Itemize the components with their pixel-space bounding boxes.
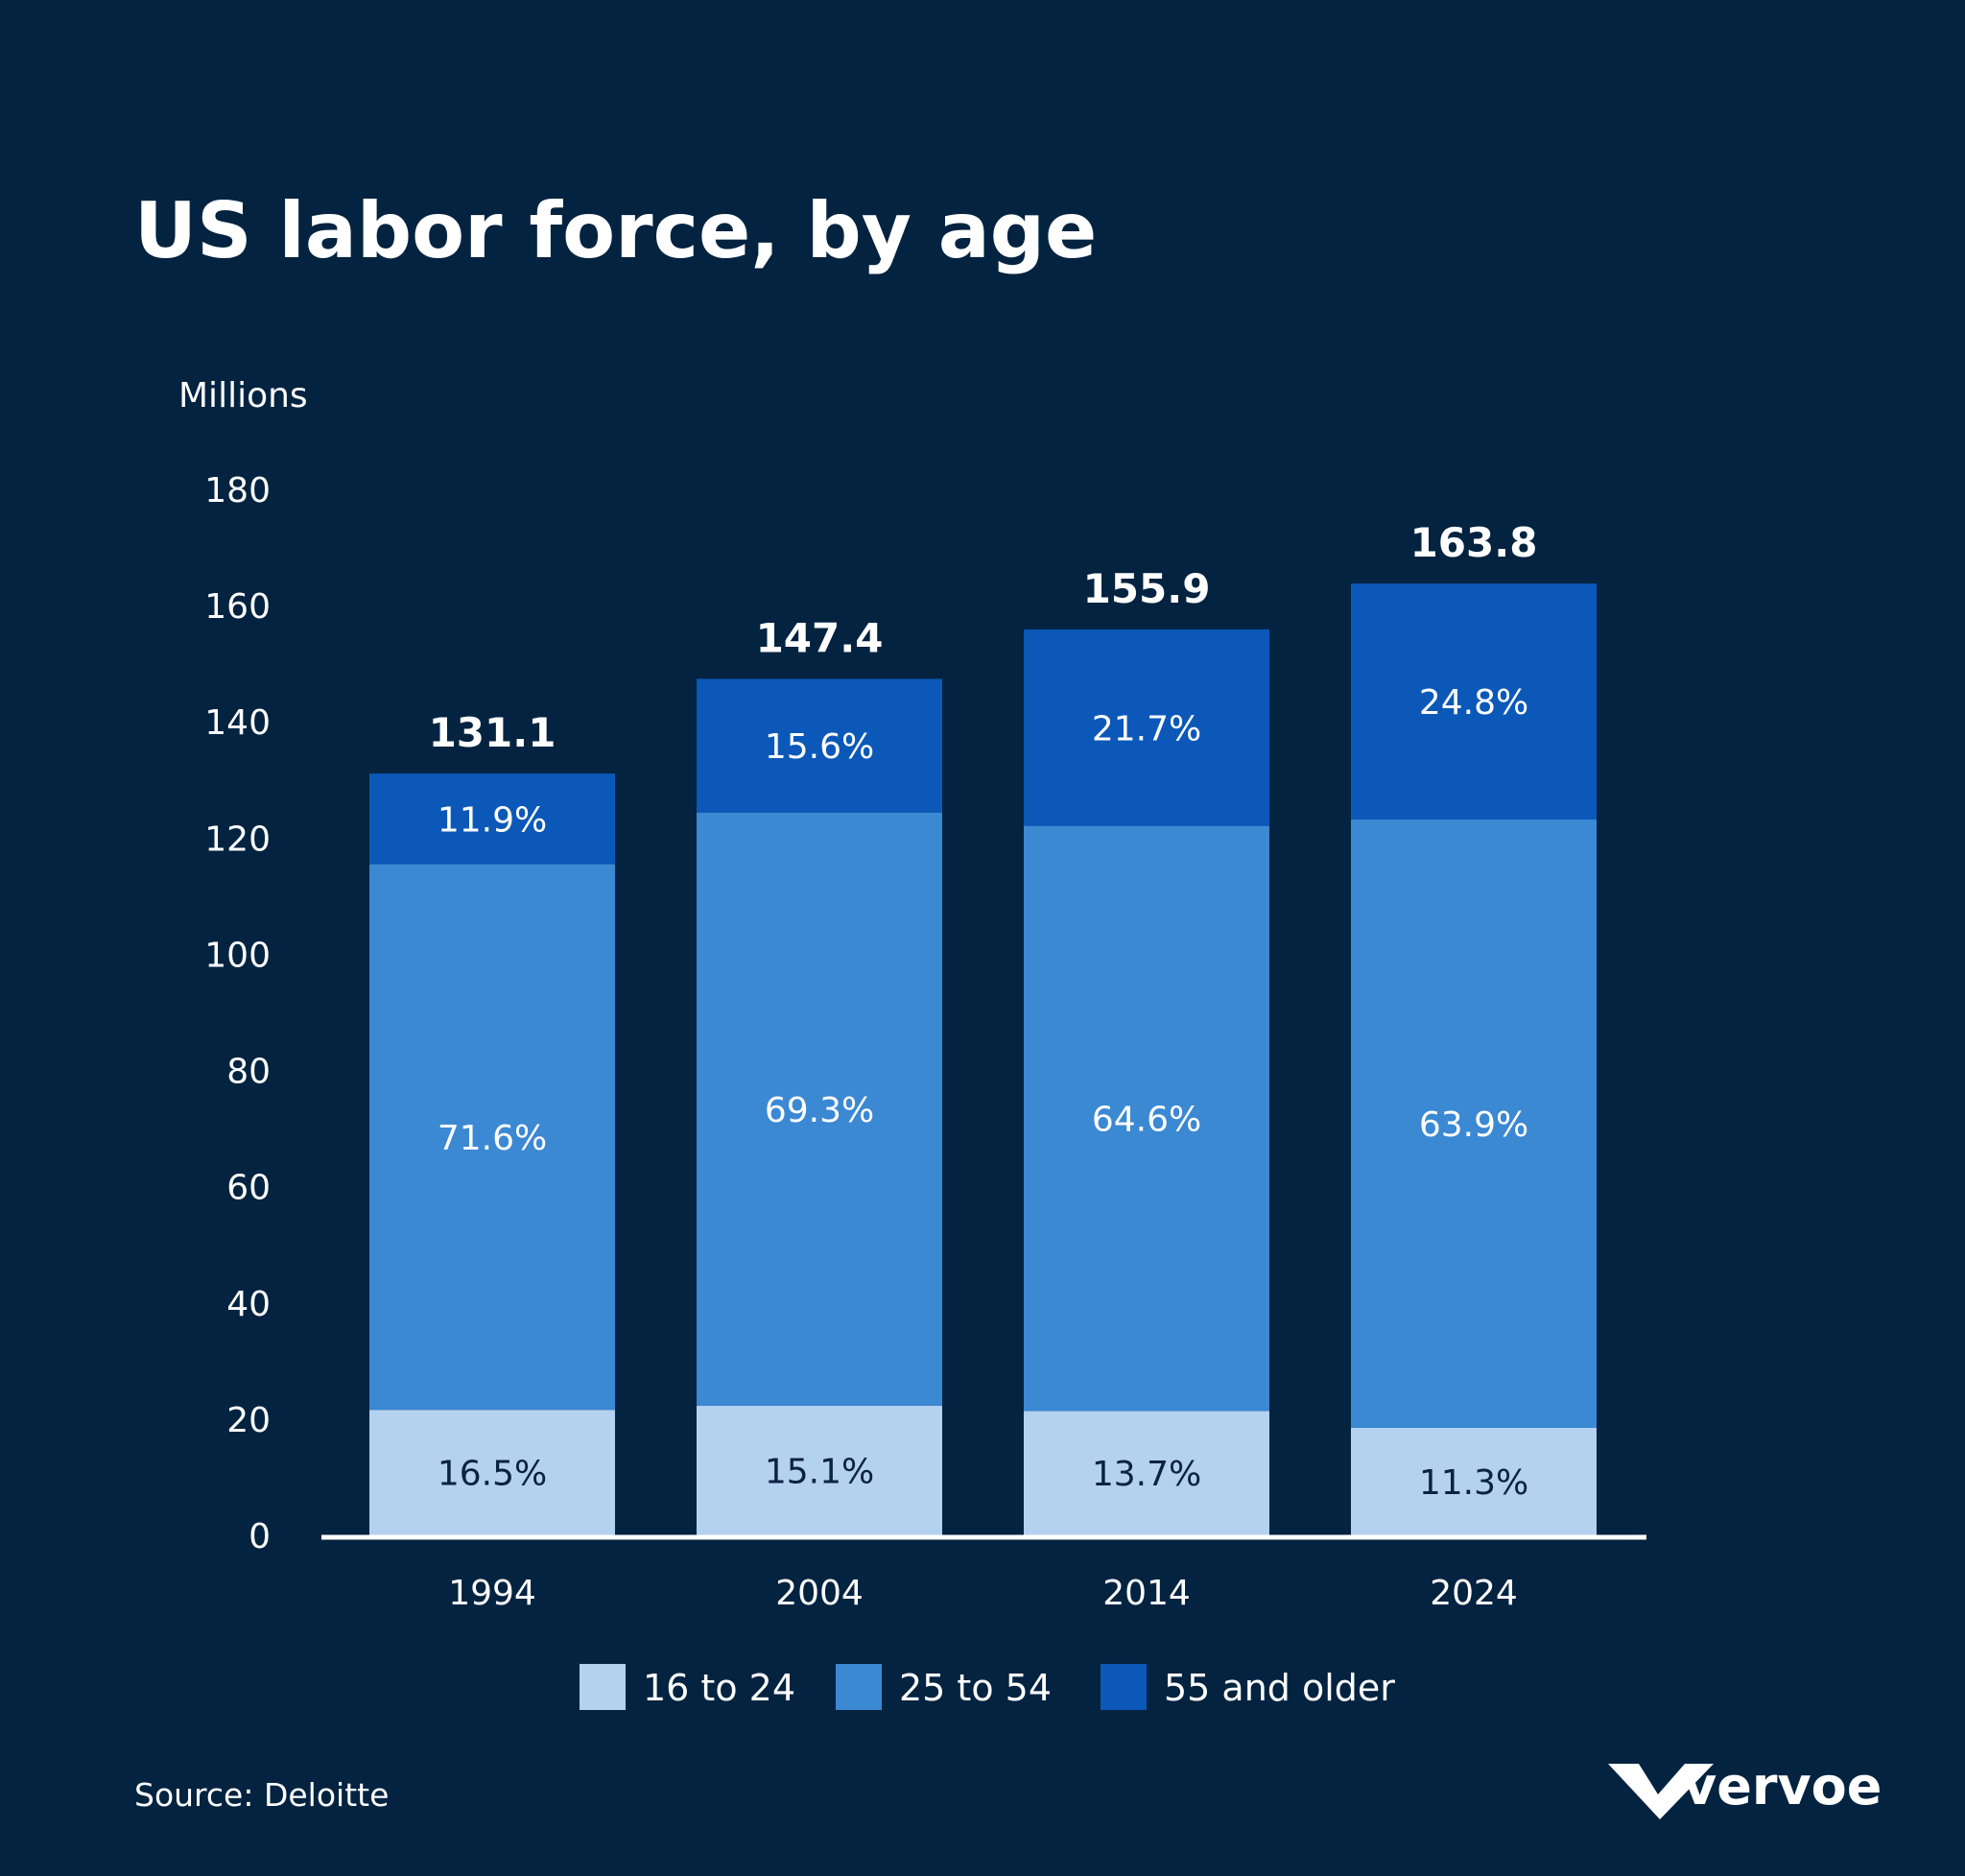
y-tick-label: 100 <box>204 936 271 975</box>
y-tick-label: 120 <box>204 819 271 859</box>
bar-segment <box>369 1410 615 1535</box>
segment-label: 21.7% <box>1092 709 1201 748</box>
y-axis-label: Millions <box>178 376 308 416</box>
x-tick-label: 2024 <box>1430 1574 1518 1613</box>
segment-label: 15.1% <box>765 1452 874 1491</box>
y-tick-label: 40 <box>226 1285 271 1324</box>
y-tick-label: 80 <box>226 1053 271 1092</box>
chart-title: US labor force, by age <box>134 186 1097 275</box>
legend-swatch <box>836 1664 882 1710</box>
legend-swatch <box>580 1664 626 1710</box>
segment-label: 15.6% <box>765 727 874 767</box>
bar-segment <box>697 812 942 1406</box>
source-note: Source: Deloitte <box>134 1776 389 1814</box>
bar-total-label: 155.9 <box>1083 565 1211 612</box>
bar-total-label: 163.8 <box>1410 519 1538 566</box>
bar-segment <box>369 773 615 865</box>
bar-segment <box>1351 819 1597 1428</box>
x-tick-label: 2004 <box>775 1574 864 1613</box>
segment-label: 71.6% <box>438 1119 547 1158</box>
bar-segment <box>697 1405 942 1535</box>
legend-label: 16 to 24 <box>643 1667 795 1709</box>
bars: 16.5% 71.6% 11.9% 131.1 15.1% 69.3% 15.6% 147.4… <box>369 519 1597 1535</box>
segment-label: 64.6% <box>1092 1101 1201 1140</box>
bar-segment <box>697 678 942 813</box>
segment-label: 69.3% <box>765 1091 874 1130</box>
bar-segment <box>1024 825 1269 1412</box>
vervoe-logo: vervoe <box>1608 1756 1882 1819</box>
x-tick-label: 1994 <box>448 1574 536 1613</box>
vervoe-logo-mark-icon <box>1608 1764 1714 1819</box>
legend-swatch <box>1101 1664 1147 1710</box>
bar-segment <box>1351 1427 1597 1535</box>
bar-total-label: 147.4 <box>756 614 884 661</box>
x-axis-ticks: 1994 2004 2014 2024 <box>448 1574 1518 1613</box>
segment-label: 16.5% <box>438 1455 547 1494</box>
y-tick-label: 20 <box>226 1401 271 1440</box>
segment-label: 24.8% <box>1419 683 1528 723</box>
y-tick-label: 0 <box>249 1517 271 1556</box>
bar-total-label: 131.1 <box>429 709 556 756</box>
y-axis-ticks: 0 20 40 60 80 100 120 140 160 180 <box>204 471 271 1556</box>
x-tick-label: 2014 <box>1102 1574 1191 1613</box>
bar-segment <box>1024 629 1269 826</box>
brand-name: vervoe <box>1683 1756 1882 1817</box>
y-tick-label: 160 <box>204 587 271 627</box>
segment-label: 11.3% <box>1419 1463 1528 1503</box>
y-tick-label: 140 <box>204 703 271 743</box>
segment-label: 13.7% <box>1092 1455 1201 1494</box>
bar-segment <box>1024 1411 1269 1535</box>
segment-label: 11.9% <box>438 800 547 840</box>
bar-segment <box>369 864 615 1411</box>
y-tick-label: 60 <box>226 1169 271 1208</box>
segment-label: 63.9% <box>1419 1105 1528 1145</box>
legend: 16 to 24 25 to 54 55 and older <box>580 1664 1395 1710</box>
bar-segment <box>1351 583 1597 819</box>
legend-label: 55 and older <box>1164 1667 1395 1709</box>
legend-label: 25 to 54 <box>899 1667 1052 1709</box>
y-tick-label: 180 <box>204 471 271 511</box>
